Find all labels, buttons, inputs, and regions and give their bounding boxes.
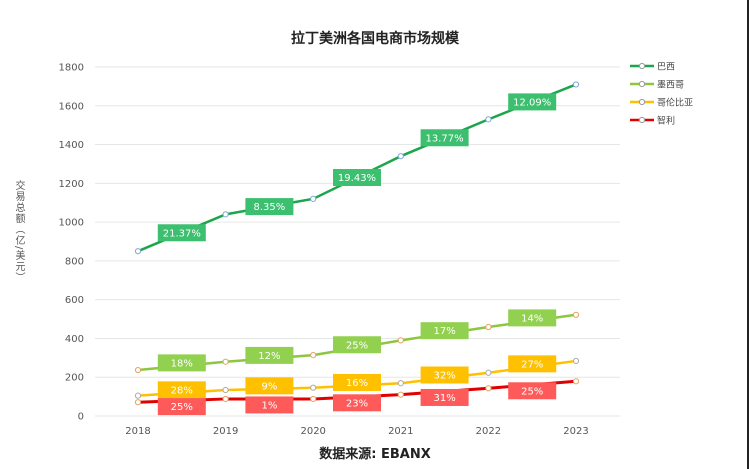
- growth-label-box: [420, 366, 469, 384]
- legend-marker: [638, 62, 646, 70]
- growth-label: 19.43%: [338, 173, 376, 184]
- x-tick-label: 2018: [125, 426, 150, 437]
- data-point: [572, 357, 580, 365]
- growth-label-box: [245, 346, 294, 364]
- data-point: [485, 385, 492, 392]
- growth-label: 8.35%: [254, 202, 286, 213]
- data-point: [397, 153, 404, 160]
- x-tick-label: 2021: [388, 426, 413, 437]
- legend-label: 巴西: [657, 62, 675, 73]
- data-point: [485, 369, 492, 376]
- growth-label-box: [508, 309, 557, 327]
- growth-label-box: [508, 355, 557, 373]
- growth-label-box: [157, 224, 206, 242]
- growth-label: 25%: [171, 402, 193, 413]
- data-point: [134, 366, 142, 374]
- legend-label: 墨西哥: [657, 80, 684, 91]
- growth-label: 18%: [171, 358, 193, 369]
- growth-label-box: [245, 198, 294, 216]
- growth-label: 12%: [258, 351, 280, 362]
- frame-border: [747, 0, 749, 469]
- y-tick-label: 1400: [59, 140, 84, 151]
- y-tick-label: 1200: [59, 179, 84, 190]
- data-point: [222, 211, 229, 218]
- growth-label: 31%: [433, 393, 455, 404]
- growth-label-box: [157, 381, 206, 399]
- data-point: [310, 384, 317, 391]
- data-point: [134, 392, 142, 399]
- growth-label: 27%: [521, 359, 543, 370]
- growth-label: 25%: [346, 340, 368, 351]
- growth-label-box: [245, 396, 294, 414]
- legend-marker: [638, 116, 646, 124]
- growth-label: 25%: [521, 386, 543, 397]
- growth-label-box: [333, 336, 381, 354]
- growth-label-box: [157, 398, 206, 416]
- y-tick-label: 1600: [59, 101, 84, 112]
- growth-label: 1%: [261, 400, 277, 411]
- growth-label-box: [420, 388, 469, 406]
- y-axis-label: 交易总额（亿/美元）: [13, 180, 24, 284]
- y-tick-label: 600: [65, 295, 84, 306]
- y-tick-label: 1000: [59, 218, 84, 229]
- growth-label: 9%: [261, 381, 277, 392]
- data-point: [572, 378, 580, 385]
- data-point: [572, 81, 580, 88]
- growth-label: 12.09%: [513, 97, 551, 108]
- y-tick-label: 800: [65, 256, 84, 267]
- growth-label-box: [508, 382, 557, 400]
- data-point: [572, 311, 580, 318]
- y-tick-label: 400: [65, 334, 84, 345]
- growth-label: 14%: [521, 313, 543, 324]
- x-tick-label: 2020: [300, 426, 325, 437]
- data-point: [134, 248, 142, 255]
- data-point: [222, 358, 229, 365]
- y-tick-label: 200: [65, 373, 84, 384]
- data-point: [397, 337, 404, 344]
- x-tick-label: 2022: [476, 426, 501, 437]
- data-point: [397, 391, 404, 398]
- legend-marker: [638, 98, 646, 106]
- growth-label-box: [157, 354, 206, 372]
- growth-label-box: [333, 373, 381, 391]
- legend-label: 智利: [657, 115, 675, 127]
- growth-label-box: [420, 129, 469, 147]
- growth-label: 16%: [346, 378, 368, 389]
- y-tick-label: 0: [78, 412, 84, 423]
- data-point: [397, 380, 404, 387]
- growth-label-box: [245, 377, 294, 395]
- data-point: [310, 195, 317, 202]
- data-point: [485, 116, 492, 123]
- data-point: [134, 399, 142, 406]
- data-source: 数据来源: EBANX: [319, 447, 431, 462]
- growth-label: 13.77%: [426, 133, 464, 144]
- data-point: [222, 386, 229, 394]
- legend-label: 哥伦比亚: [657, 97, 693, 109]
- growth-label: 23%: [346, 398, 368, 409]
- data-point: [485, 323, 492, 331]
- data-point: [222, 395, 229, 403]
- growth-label: 17%: [433, 326, 455, 337]
- growth-label-box: [333, 169, 381, 187]
- growth-label: 32%: [433, 370, 455, 381]
- legend-marker: [638, 80, 646, 88]
- x-tick-label: 2023: [563, 426, 588, 437]
- growth-label: 21.37%: [163, 228, 201, 239]
- data-point: [310, 352, 317, 359]
- chart-title: 拉丁美洲各国电商市场规模: [291, 31, 459, 47]
- y-tick-label: 1800: [59, 63, 84, 74]
- growth-label-box: [420, 322, 469, 340]
- data-point: [310, 395, 317, 403]
- growth-label-box: [333, 394, 381, 412]
- x-tick-label: 2019: [213, 426, 238, 437]
- growth-label: 28%: [171, 385, 193, 396]
- growth-label-box: [508, 93, 557, 111]
